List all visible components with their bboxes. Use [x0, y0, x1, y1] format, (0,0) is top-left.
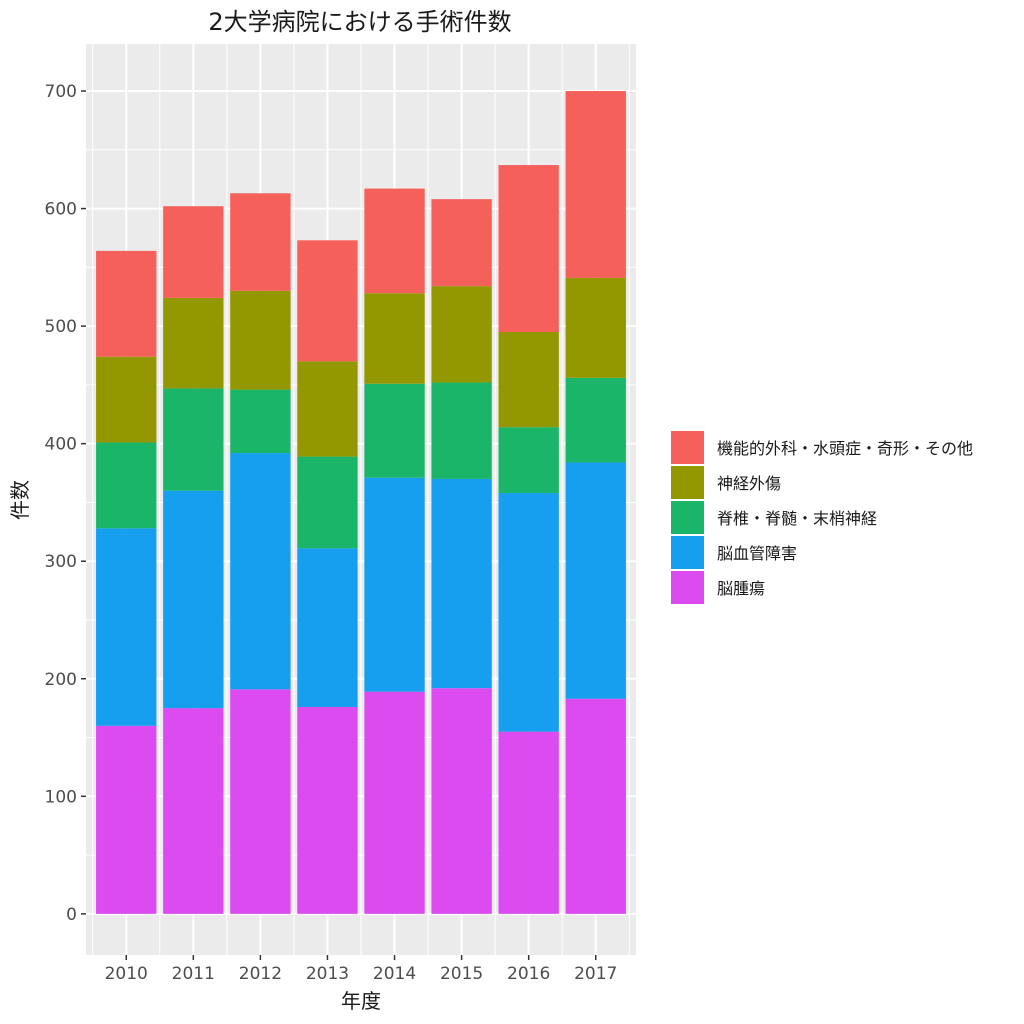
bar-segment: [230, 290, 291, 390]
bar-segment: [230, 689, 291, 914]
x-tick-label: 2015: [440, 964, 483, 984]
bar-segment: [297, 240, 358, 362]
legend-swatch: [671, 501, 704, 534]
bar-segment: [431, 478, 492, 689]
legend-label: 脳血管障害: [717, 544, 797, 563]
y-tick-label: 400: [45, 435, 77, 455]
bar-segment: [364, 293, 425, 384]
bar-segment: [96, 725, 157, 914]
bar-segment: [364, 477, 425, 692]
y-tick-label: 300: [45, 552, 77, 572]
x-tick-label: 2012: [239, 964, 282, 984]
bar-segment: [297, 456, 358, 549]
bar-segment: [96, 528, 157, 726]
bar-segment: [431, 286, 492, 383]
bar-segment: [163, 388, 224, 491]
bar-segment: [163, 490, 224, 709]
bar-segment: [431, 688, 492, 914]
x-axis-title: 年度: [341, 989, 381, 1013]
y-tick-label: 700: [45, 82, 77, 102]
y-axis: 0 100 200 300 400 500 600 700: [45, 82, 86, 925]
bar-segment: [565, 277, 626, 378]
legend-swatch: [671, 466, 704, 499]
bar-segment: [230, 193, 291, 291]
bar-segment: [498, 493, 559, 732]
bar-segment: [565, 462, 626, 699]
bars: [96, 91, 626, 914]
legend-swatch: [671, 431, 704, 464]
legend-label: 神経外傷: [717, 474, 781, 493]
legend-swatch: [671, 536, 704, 569]
bar-segment: [297, 361, 358, 457]
chart-title: 2大学病院における手術件数: [208, 8, 511, 36]
bar-segment: [565, 91, 626, 278]
bar-segment: [565, 377, 626, 463]
legend-swatch: [671, 571, 704, 604]
x-tick-label: 2010: [105, 964, 148, 984]
y-tick-label: 100: [45, 787, 77, 807]
bar-segment: [498, 731, 559, 914]
bar-segment: [230, 389, 291, 454]
bar-segment: [163, 297, 224, 389]
bar-segment: [96, 250, 157, 357]
bar-segment: [96, 356, 157, 443]
y-tick-label: 200: [45, 670, 77, 690]
y-tick-label: 500: [45, 317, 77, 337]
bar-segment: [431, 382, 492, 479]
bar-segment: [565, 698, 626, 914]
bar-segment: [297, 548, 358, 707]
legend-label: 脳腫瘍: [717, 579, 765, 598]
x-tick-label: 2011: [172, 964, 215, 984]
bar-segment: [163, 206, 224, 298]
x-tick-label: 2014: [373, 964, 416, 984]
bar-segment: [364, 691, 425, 914]
bar-segment: [364, 383, 425, 478]
x-tick-label: 2017: [574, 964, 617, 984]
x-tick-label: 2016: [507, 964, 550, 984]
x-tick-label: 2013: [306, 964, 349, 984]
y-tick-label: 600: [45, 200, 77, 220]
bar-segment: [96, 442, 157, 529]
bar-segment: [498, 427, 559, 494]
legend-label: 機能的外科・水頭症・奇形・その他: [717, 439, 973, 458]
bar-segment: [498, 331, 559, 428]
bar-segment: [163, 708, 224, 914]
bar-segment: [230, 453, 291, 690]
x-axis: 2010 2011 2012 2013 2014 2015 2016 2017: [105, 955, 617, 984]
y-axis-title: 件数: [8, 480, 32, 520]
legend-label: 脊椎・脊髄・末梢神経: [717, 509, 877, 528]
bar-segment: [498, 165, 559, 332]
bar-segment: [297, 706, 358, 914]
y-tick-label: 0: [66, 905, 77, 925]
bar-segment: [431, 199, 492, 287]
bar-segment: [364, 188, 425, 294]
